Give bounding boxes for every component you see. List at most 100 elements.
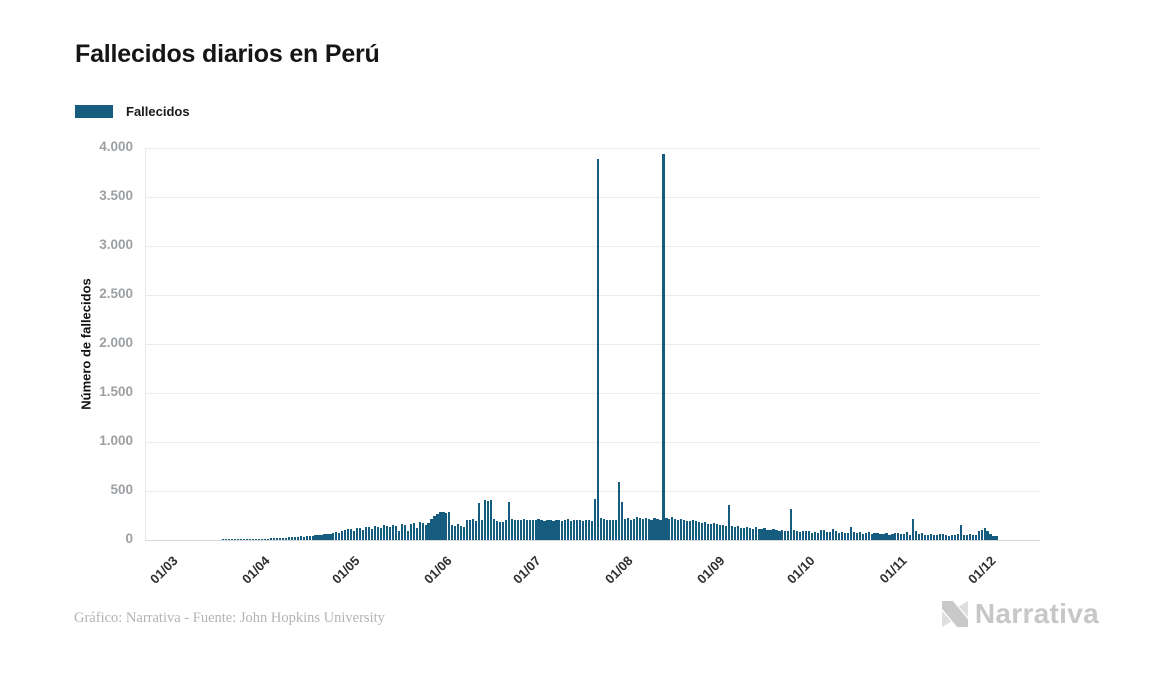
bar (400, 524, 403, 540)
bar (921, 533, 924, 540)
bar (480, 519, 484, 540)
bar (903, 533, 906, 540)
bar (329, 533, 332, 540)
bar (935, 535, 939, 540)
bar (546, 519, 549, 540)
bar (909, 534, 912, 540)
bar (596, 158, 600, 540)
bar (272, 538, 276, 540)
bar (825, 532, 829, 540)
bar (924, 534, 927, 540)
bar (379, 528, 383, 540)
bar (605, 519, 609, 540)
bar (745, 527, 748, 540)
bar (516, 520, 519, 540)
bar (852, 531, 855, 540)
bar (439, 512, 442, 540)
gridline (145, 245, 1040, 247)
gridline (145, 196, 1040, 198)
bar (638, 518, 641, 540)
bar (620, 501, 623, 540)
bar (802, 530, 805, 540)
bar (531, 519, 534, 540)
bar (338, 532, 341, 540)
bar (356, 528, 359, 540)
bar (412, 523, 415, 540)
bar (659, 519, 662, 540)
bar (305, 535, 308, 540)
bar (252, 539, 255, 540)
bar (415, 528, 418, 540)
bar (715, 524, 719, 540)
bar (513, 519, 516, 540)
bar (564, 520, 567, 540)
bar (751, 528, 754, 540)
bar (335, 532, 338, 540)
bar (941, 533, 945, 540)
bar (489, 500, 493, 540)
bar (888, 534, 891, 540)
bar (570, 520, 573, 540)
bar (347, 529, 350, 540)
bar (222, 539, 225, 540)
x-tick-label: 01/04 (239, 553, 274, 587)
bar (790, 508, 793, 540)
bar (891, 533, 894, 540)
bar (237, 539, 240, 540)
bar (403, 525, 406, 540)
gridline (145, 392, 1040, 394)
bar (460, 525, 463, 540)
bar (478, 502, 481, 540)
bar (454, 526, 457, 540)
bar (808, 530, 811, 540)
bar (302, 536, 305, 540)
bar (781, 529, 784, 540)
bar (394, 525, 397, 540)
bar (498, 521, 501, 540)
bar (787, 531, 790, 540)
bar (962, 535, 965, 540)
bar (706, 523, 710, 540)
bar (373, 526, 377, 540)
bar (534, 520, 537, 540)
bar (588, 520, 591, 540)
bar (540, 520, 543, 540)
y-tick-label: 500 (110, 482, 133, 497)
bar (433, 516, 436, 540)
bar (849, 527, 852, 540)
x-tick-label: 01/03 (147, 553, 181, 587)
y-tick-label: 0 (125, 531, 133, 546)
bar (879, 534, 882, 540)
legend: Fallecidos (75, 104, 190, 119)
bar (816, 533, 820, 540)
bar (240, 539, 243, 540)
bar (284, 537, 287, 540)
bar (736, 526, 739, 540)
bar (799, 531, 802, 540)
bar (784, 530, 787, 540)
bar (861, 533, 864, 540)
bar (501, 522, 504, 540)
bar (486, 501, 490, 540)
bar (519, 519, 522, 540)
bar (320, 534, 323, 540)
bar (864, 532, 867, 540)
bar (406, 531, 409, 540)
legend-label: Fallecidos (126, 104, 190, 119)
bar (558, 520, 561, 540)
bar (442, 512, 445, 540)
bar (469, 520, 472, 540)
bar (867, 532, 870, 540)
bar (950, 534, 953, 540)
bar (915, 531, 918, 540)
bar (647, 518, 650, 540)
bar (855, 533, 858, 540)
bar (528, 519, 531, 540)
bar (668, 518, 671, 540)
bar (365, 526, 368, 540)
bar (421, 523, 424, 540)
bar (576, 519, 579, 540)
bar (543, 520, 546, 540)
bar (418, 522, 421, 540)
